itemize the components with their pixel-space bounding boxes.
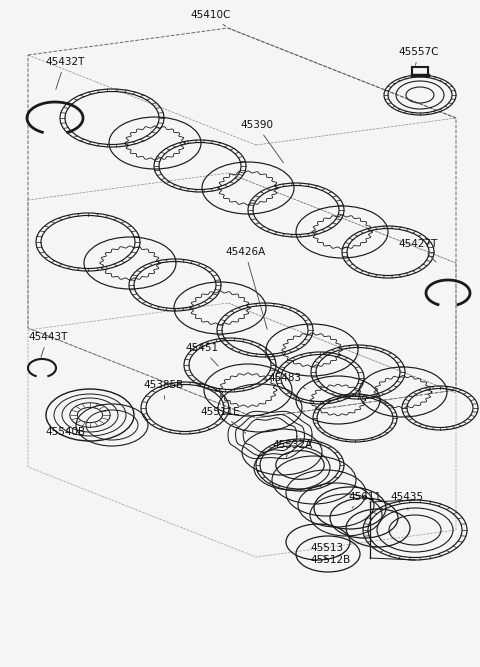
Text: 45410C: 45410C [190, 10, 230, 27]
Text: 45390: 45390 [240, 120, 283, 163]
Text: 45443T: 45443T [28, 332, 67, 358]
Text: 45427T: 45427T [398, 239, 437, 262]
Text: 45512B: 45512B [310, 555, 350, 565]
Text: 45426A: 45426A [225, 247, 267, 329]
Text: 45611: 45611 [348, 492, 381, 508]
Text: 45483: 45483 [268, 373, 306, 389]
Text: 45513: 45513 [310, 543, 343, 553]
Text: 45385B: 45385B [143, 380, 183, 400]
Text: 45435: 45435 [390, 492, 423, 510]
Text: 45432T: 45432T [45, 57, 84, 89]
Text: 45540B: 45540B [45, 427, 85, 437]
Text: 45532A: 45532A [272, 440, 312, 458]
Text: 45557C: 45557C [398, 47, 439, 65]
Text: 45511E: 45511E [200, 407, 246, 434]
Text: 45451: 45451 [185, 343, 218, 366]
